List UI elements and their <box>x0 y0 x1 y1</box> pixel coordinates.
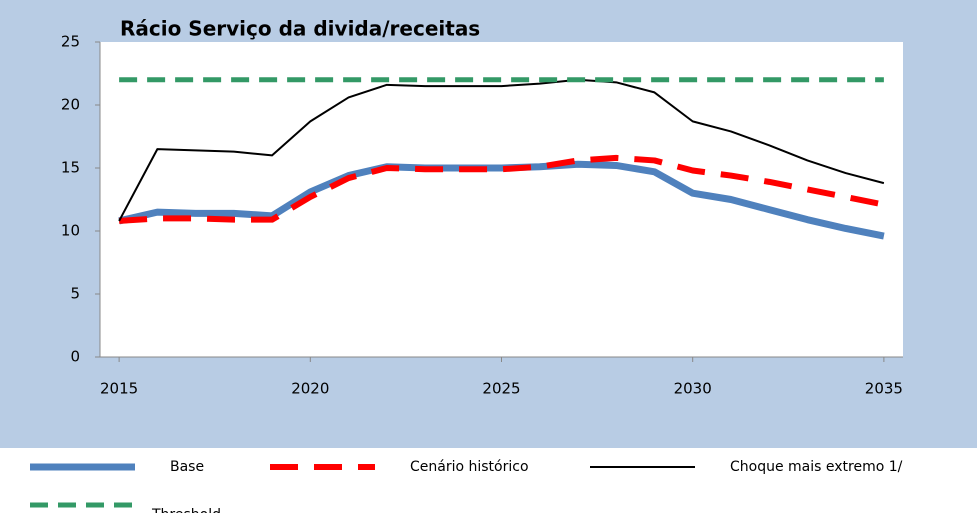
legend-label: Base <box>170 459 204 475</box>
y-tick-label: 0 <box>70 348 80 366</box>
plot-area <box>100 42 903 357</box>
y-tick-label: 15 <box>61 159 80 177</box>
y-tick-label: 20 <box>61 96 80 114</box>
x-tick-label: 2035 <box>865 380 903 398</box>
x-tick-label: 2030 <box>674 380 712 398</box>
y-tick-label: 10 <box>61 222 80 240</box>
x-tick-label: 2025 <box>482 380 520 398</box>
chart-title: Rácio Serviço da divida/receitas <box>120 17 480 41</box>
legend-background <box>0 448 977 513</box>
legend-label: Threshold <box>151 507 221 513</box>
y-tick-label: 5 <box>70 285 80 303</box>
x-tick-label: 2020 <box>291 380 329 398</box>
series-line <box>118 160 885 240</box>
legend: Base Cenário histórico Choque mais extremo… <box>30 459 903 513</box>
series-line <box>118 78 885 222</box>
x-tick-label: 2015 <box>100 380 138 398</box>
y-tick-label: 25 <box>61 33 80 51</box>
legend-label: Cenário histórico <box>410 459 529 475</box>
legend-label: Choque mais extremo 1/ <box>730 459 903 475</box>
